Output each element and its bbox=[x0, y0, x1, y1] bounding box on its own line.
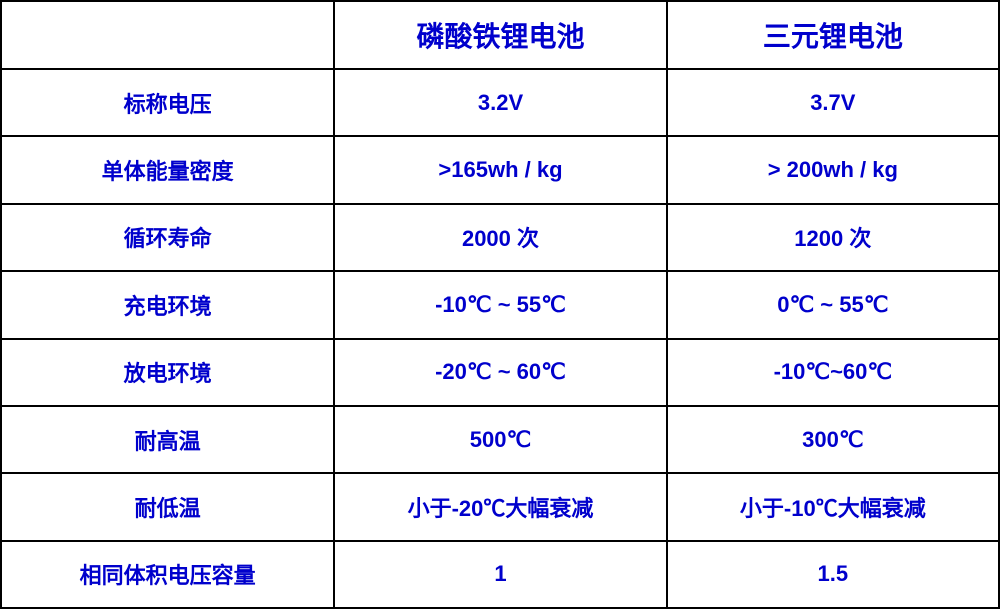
table-row: 耐高温 500℃ 300℃ bbox=[1, 406, 999, 473]
header-blank bbox=[1, 1, 334, 69]
cell-lfp: 500℃ bbox=[334, 406, 666, 473]
cell-lfp: -10℃ ~ 55℃ bbox=[334, 271, 666, 338]
row-label: 耐低温 bbox=[1, 473, 334, 540]
cell-nmc: -10℃~60℃ bbox=[667, 339, 999, 406]
row-label: 单体能量密度 bbox=[1, 136, 334, 203]
cell-nmc: 3.7V bbox=[667, 69, 999, 136]
header-lfp: 磷酸铁锂电池 bbox=[334, 1, 666, 69]
cell-nmc: 1.5 bbox=[667, 541, 999, 608]
table-row: 循环寿命 2000 次 1200 次 bbox=[1, 204, 999, 271]
row-label: 耐高温 bbox=[1, 406, 334, 473]
cell-nmc: > 200wh / kg bbox=[667, 136, 999, 203]
table-row: 相同体积电压容量 1 1.5 bbox=[1, 541, 999, 608]
cell-lfp: 小于-20℃大幅衰减 bbox=[334, 473, 666, 540]
table-row: 标称电压 3.2V 3.7V bbox=[1, 69, 999, 136]
header-nmc: 三元锂电池 bbox=[667, 1, 999, 69]
cell-nmc: 300℃ bbox=[667, 406, 999, 473]
table-row: 单体能量密度 >165wh / kg > 200wh / kg bbox=[1, 136, 999, 203]
row-label: 放电环境 bbox=[1, 339, 334, 406]
cell-lfp: 1 bbox=[334, 541, 666, 608]
row-label: 相同体积电压容量 bbox=[1, 541, 334, 608]
cell-nmc: 1200 次 bbox=[667, 204, 999, 271]
cell-nmc: 0℃ ~ 55℃ bbox=[667, 271, 999, 338]
cell-lfp: >165wh / kg bbox=[334, 136, 666, 203]
table-row: 充电环境 -10℃ ~ 55℃ 0℃ ~ 55℃ bbox=[1, 271, 999, 338]
table-row: 放电环境 -20℃ ~ 60℃ -10℃~60℃ bbox=[1, 339, 999, 406]
table-row: 耐低温 小于-20℃大幅衰减 小于-10℃大幅衰减 bbox=[1, 473, 999, 540]
cell-lfp: -20℃ ~ 60℃ bbox=[334, 339, 666, 406]
row-label: 充电环境 bbox=[1, 271, 334, 338]
cell-nmc: 小于-10℃大幅衰减 bbox=[667, 473, 999, 540]
row-label: 标称电压 bbox=[1, 69, 334, 136]
table-header-row: 磷酸铁锂电池 三元锂电池 bbox=[1, 1, 999, 69]
cell-lfp: 2000 次 bbox=[334, 204, 666, 271]
row-label: 循环寿命 bbox=[1, 204, 334, 271]
comparison-table: 磷酸铁锂电池 三元锂电池 标称电压 3.2V 3.7V 单体能量密度 >165w… bbox=[0, 0, 1000, 609]
cell-lfp: 3.2V bbox=[334, 69, 666, 136]
